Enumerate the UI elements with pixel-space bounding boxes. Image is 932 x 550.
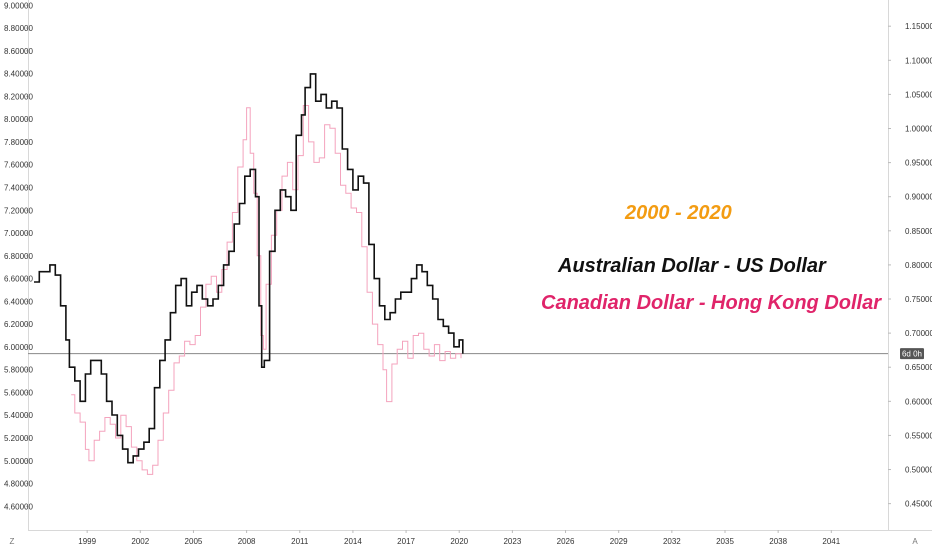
right-tick-label: 0.85000 <box>905 227 932 236</box>
right-tick-label: 0.95000 <box>905 159 932 168</box>
left-tick-label: 5.60000 <box>4 388 33 397</box>
right-tick-label: 0.65000 <box>905 363 932 372</box>
x-tick-label: 2041 <box>822 537 840 546</box>
left-tick-label: 8.60000 <box>4 47 33 56</box>
left-tick-label: 9.00000 <box>4 1 33 10</box>
x-tick-label: 2014 <box>344 537 362 546</box>
x-tick-label: 2035 <box>716 537 734 546</box>
x-axis-ticks: 1999 2002 2005 2008 2011 2014 2017 2020 2023 2026… <box>78 530 841 546</box>
x-tick-label: 1999 <box>78 537 96 546</box>
x-tick-label: 2029 <box>610 537 628 546</box>
last-price-badge: 6d 0h <box>900 348 924 360</box>
right-tick-label: 0.90000 <box>905 193 932 202</box>
left-tick-label: 6.20000 <box>4 320 33 329</box>
right-tick-label: 0.70000 <box>905 329 932 338</box>
left-tick-label: 6.60000 <box>4 275 33 284</box>
left-tick-label: 7.60000 <box>4 161 33 170</box>
left-tick-label: 4.60000 <box>4 502 33 511</box>
right-tick-label: 0.75000 <box>905 295 932 304</box>
left-tick-label: 5.40000 <box>4 411 33 420</box>
x-tick-label: 2005 <box>185 537 203 546</box>
right-tick-label: 1.15000 <box>905 22 932 31</box>
left-axis-ticks: 9.00000 8.80000 8.60000 8.40000 8.20000 8.000… <box>4 1 33 511</box>
x-tick-label: 2023 <box>503 537 521 546</box>
corner-label-left: Z <box>10 537 15 546</box>
right-tick-label: 0.45000 <box>905 500 932 509</box>
left-tick-label: 7.40000 <box>4 183 33 192</box>
x-tick-label: 2008 <box>238 537 256 546</box>
corner-label-right: A <box>912 537 918 546</box>
x-tick-label: 2020 <box>450 537 468 546</box>
right-tick-label: 0.55000 <box>905 431 932 440</box>
left-tick-label: 8.80000 <box>4 24 33 33</box>
last-price-badge-label: 6d 0h <box>902 350 922 359</box>
left-tick-label: 8.00000 <box>4 115 33 124</box>
left-tick-label: 8.20000 <box>4 92 33 101</box>
left-tick-label: 5.20000 <box>4 434 33 443</box>
series-aud-usd-line <box>34 73 464 464</box>
right-axis-ticks: 1.15000 1.10000 1.05000 1.00000 0.95000 0.900… <box>888 22 932 509</box>
left-tick-label: 7.80000 <box>4 138 33 147</box>
period-annotation: 2000 - 2020 <box>624 202 732 224</box>
left-tick-label: 6.80000 <box>4 252 33 261</box>
left-tick-label: 6.40000 <box>4 297 33 306</box>
right-tick-label: 0.80000 <box>905 261 932 270</box>
x-tick-label: 2002 <box>131 537 149 546</box>
series-b-title: Canadian Dollar - Hong Kong Dollar <box>541 292 882 314</box>
series-aud-usd <box>34 73 464 464</box>
left-tick-label: 7.20000 <box>4 206 33 215</box>
x-tick-label: 2011 <box>291 537 309 546</box>
series-cad-hkd <box>71 105 462 475</box>
series-cad-hkd-line <box>71 105 462 475</box>
x-tick-label: 2026 <box>557 537 575 546</box>
right-tick-label: 1.05000 <box>905 90 932 99</box>
right-tick-label: 0.50000 <box>905 466 932 475</box>
left-tick-label: 5.80000 <box>4 366 33 375</box>
left-tick-label: 4.80000 <box>4 480 33 489</box>
right-tick-label: 0.60000 <box>905 397 932 406</box>
right-tick-label: 1.10000 <box>905 56 932 65</box>
x-tick-label: 2032 <box>663 537 681 546</box>
left-tick-label: 7.00000 <box>4 229 33 238</box>
x-tick-label: 2038 <box>769 537 787 546</box>
x-tick-label: 2017 <box>397 537 415 546</box>
left-tick-label: 6.00000 <box>4 343 33 352</box>
right-tick-label: 1.00000 <box>905 124 932 133</box>
left-tick-label: 5.00000 <box>4 457 33 466</box>
series-a-title: Australian Dollar - US Dollar <box>557 255 827 277</box>
left-tick-label: 8.40000 <box>4 70 33 79</box>
last-price-badge-box <box>900 348 924 360</box>
